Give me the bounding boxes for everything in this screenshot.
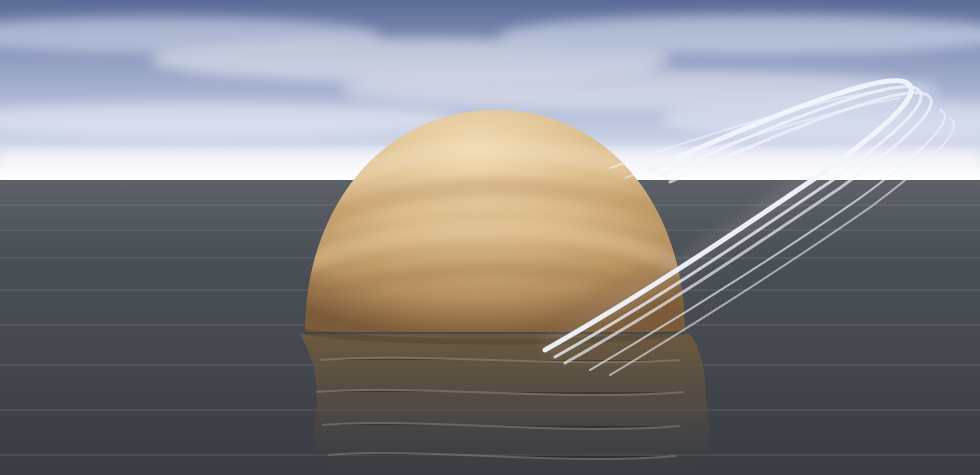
planet-reflection: [300, 334, 710, 475]
ring-glow: [539, 165, 827, 360]
